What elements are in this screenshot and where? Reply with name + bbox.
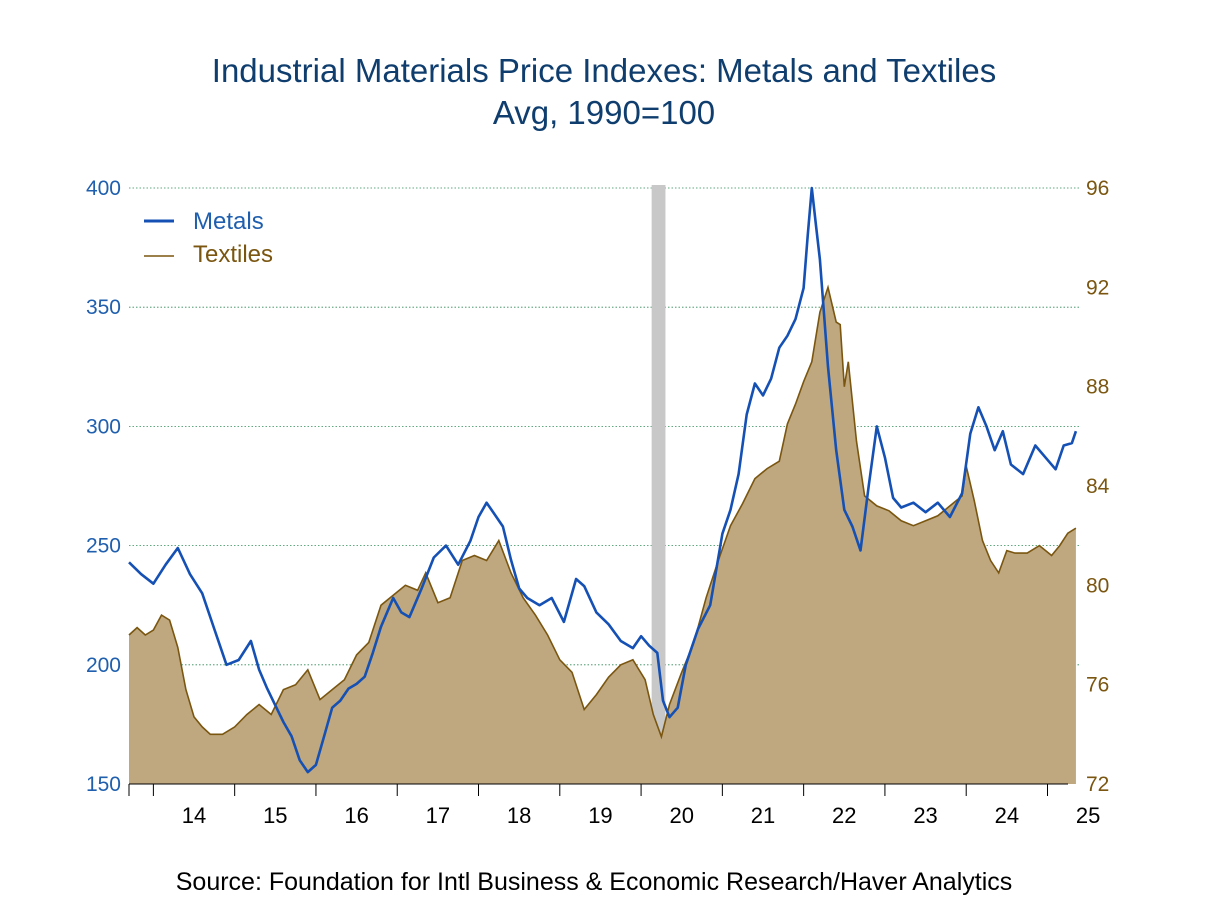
textiles-area — [129, 287, 1076, 784]
recession-band — [651, 185, 666, 784]
legend-textiles-label: Textiles — [193, 241, 273, 268]
x-tick-label: 21 — [751, 803, 775, 828]
axes: 14 15 16 17 18 19 20 21 22 23 24 25 150 200 250 300 350 4… — [86, 177, 1110, 828]
chart-subtitle: Avg, 1990=100 — [492, 94, 716, 131]
x-tick-label: 22 — [832, 803, 856, 828]
x-tick-label: 24 — [995, 803, 1019, 828]
recession-band-layer — [651, 185, 666, 784]
y-left-tick-label: 250 — [86, 535, 121, 558]
chart-title: Industrial Materials Price Indexes: Meta… — [211, 52, 997, 89]
legend: Metals Textiles — [144, 208, 273, 268]
metals-series-line — [128, 186, 1078, 774]
grid-lines — [129, 187, 1080, 666]
x-tick-label: 19 — [588, 803, 612, 828]
y-left-tick-label: 400 — [86, 177, 121, 200]
chart-title-block: Industrial Materials Price Indexes: Meta… — [0, 50, 1208, 134]
textiles-area-layer — [128, 284, 1077, 784]
y-right-tick-label: 84 — [1086, 475, 1110, 498]
x-tick-label: 17 — [426, 803, 450, 828]
y-right-tick-label: 80 — [1086, 574, 1109, 597]
x-tick-label: 15 — [263, 803, 287, 828]
metals-line-layer — [128, 186, 1078, 774]
y-left-tick-label: 350 — [86, 296, 121, 319]
y-right-tick-label: 72 — [1086, 773, 1109, 796]
y-right-tick-label: 76 — [1086, 674, 1109, 697]
x-tick-label: 20 — [669, 803, 693, 828]
x-tick-label: 23 — [913, 803, 937, 828]
x-tick-label: 25 — [1076, 803, 1100, 828]
x-tick-label: 14 — [182, 803, 206, 828]
y-left-tick-label: 150 — [86, 773, 121, 796]
x-tick-label: 16 — [344, 803, 368, 828]
y-left-tick-label: 200 — [86, 654, 121, 677]
y-left-tick-label: 300 — [86, 415, 121, 438]
y-right-tick-label: 88 — [1086, 376, 1109, 399]
textiles-series-line — [128, 284, 1077, 740]
source-note: Source: Foundation for Intl Business & E… — [175, 868, 1013, 896]
y-right-tick-label: 96 — [1086, 177, 1109, 200]
x-tick-label: 18 — [507, 803, 531, 828]
legend-metals-label: Metals — [193, 208, 264, 235]
y-right-tick-label: 92 — [1086, 276, 1109, 299]
